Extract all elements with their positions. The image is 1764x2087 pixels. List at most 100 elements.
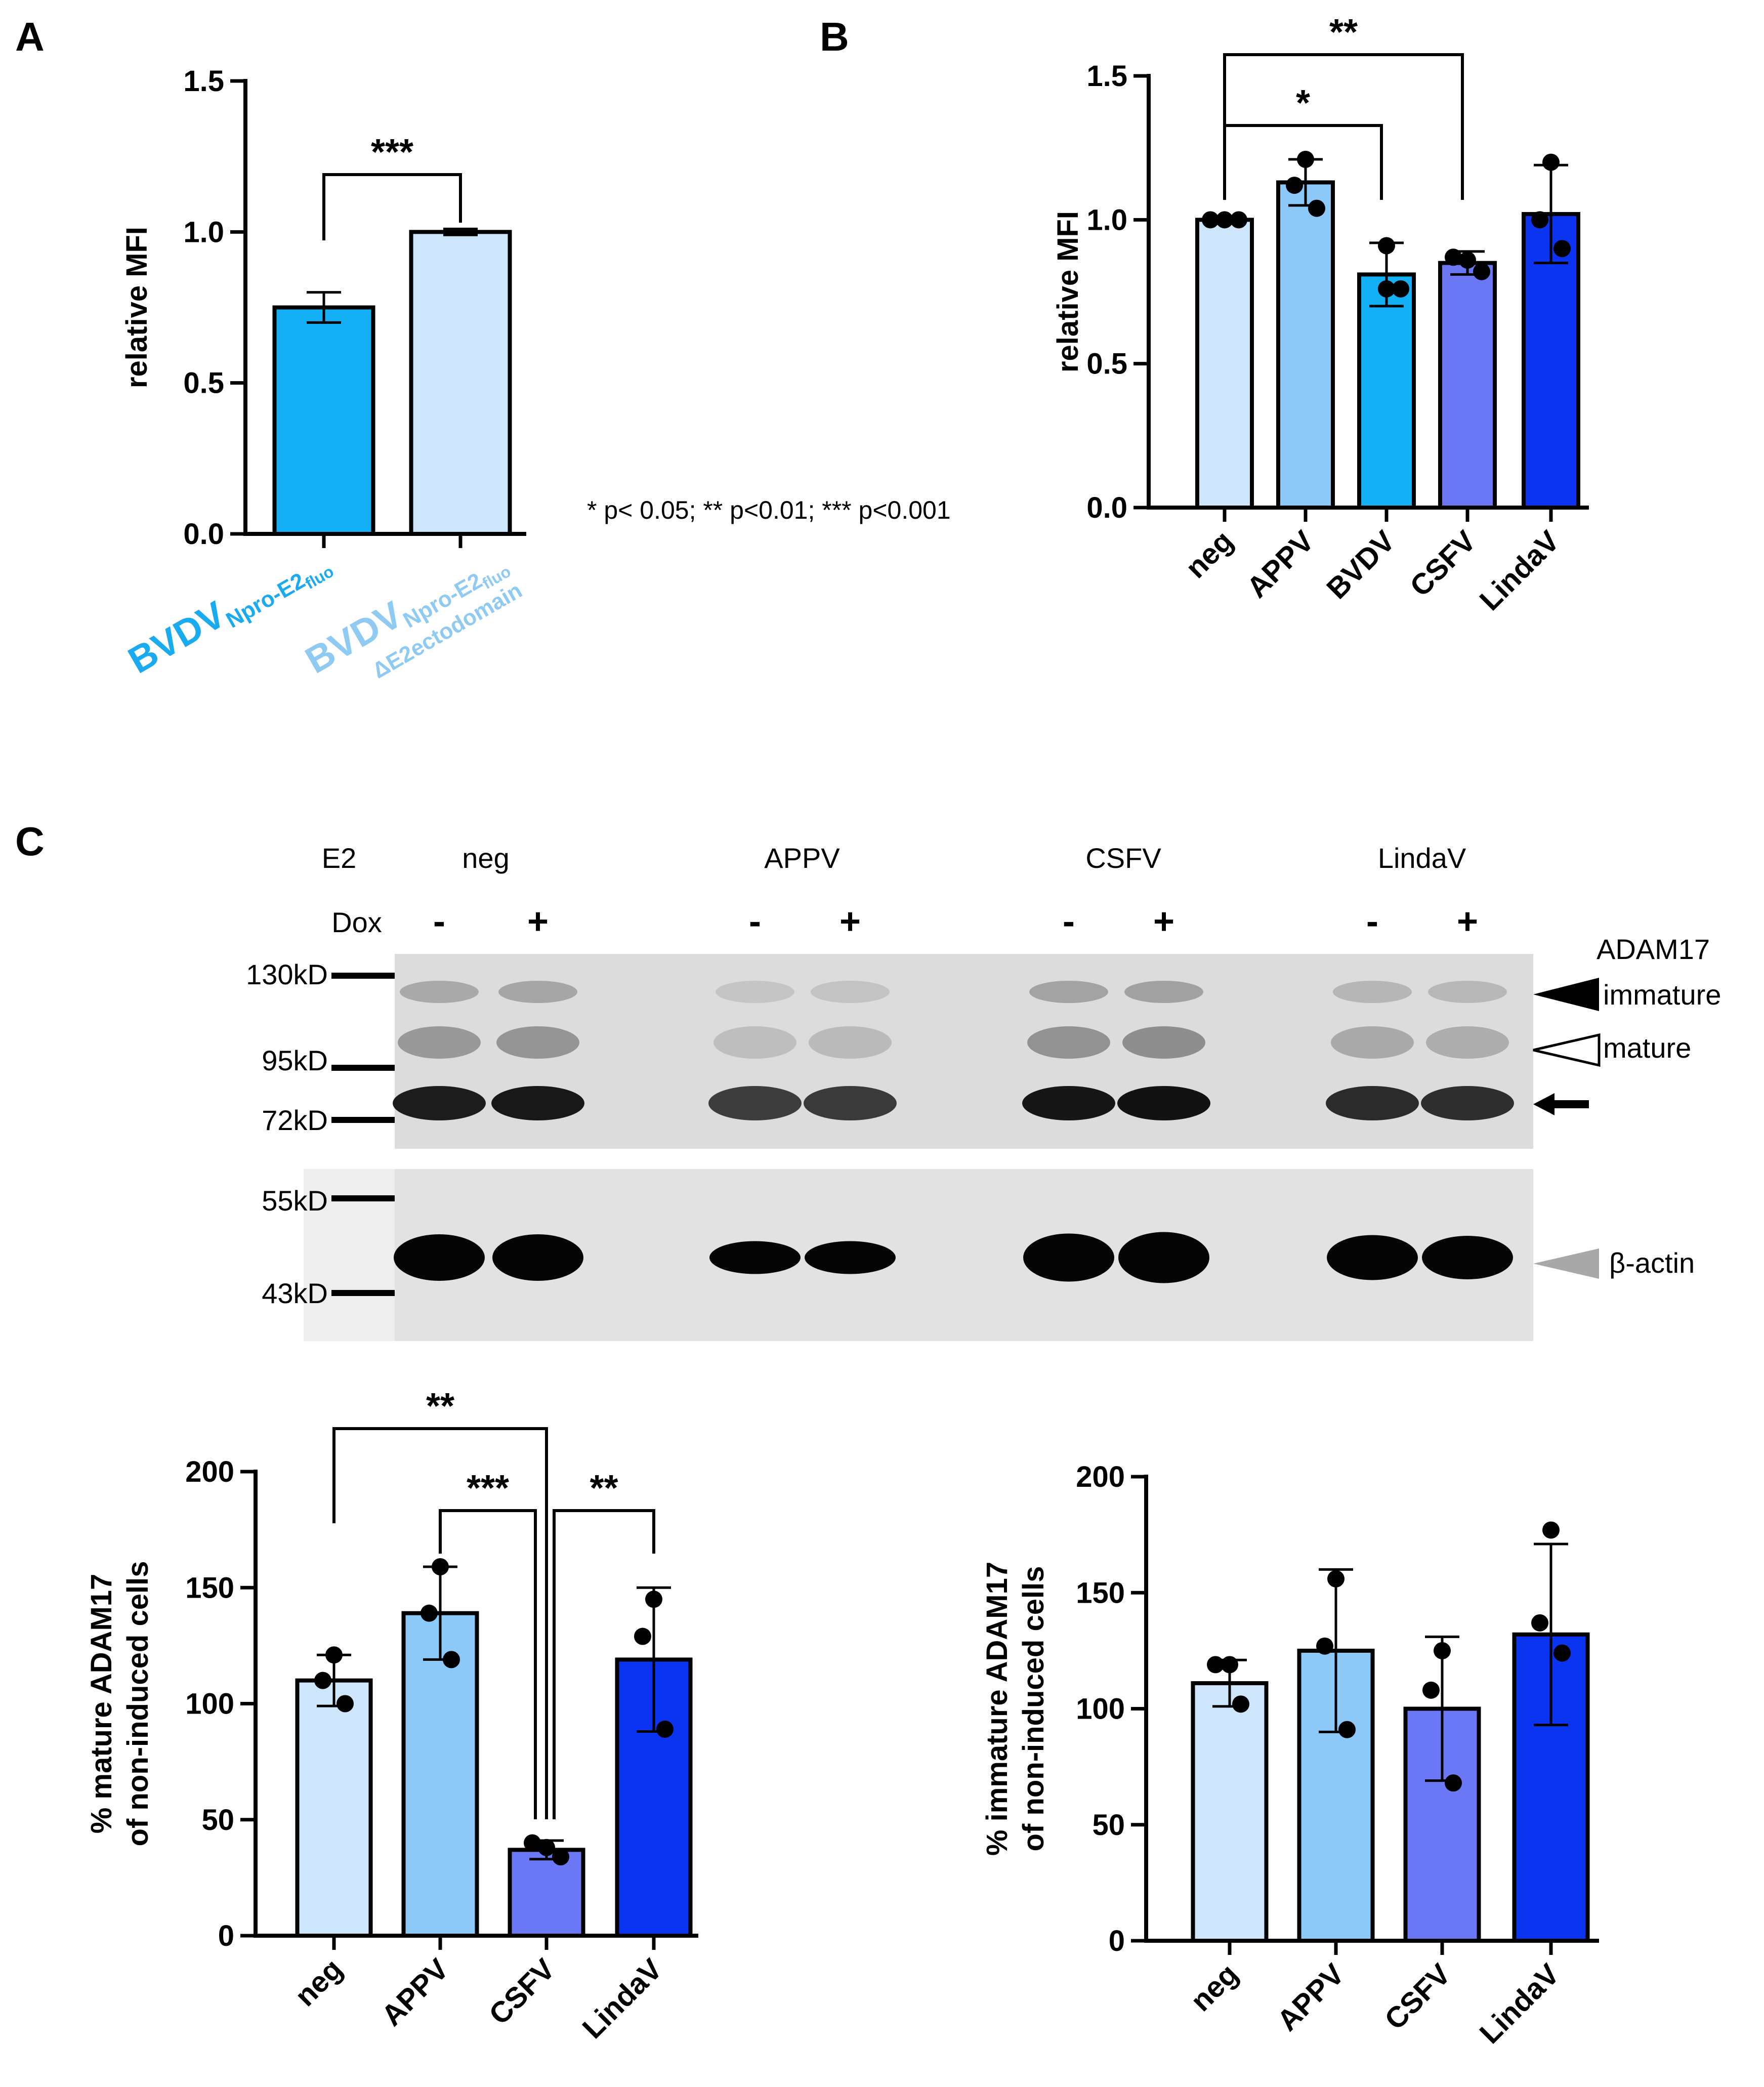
blot-group-csfv: CSFV	[1085, 842, 1161, 874]
data-point	[656, 1720, 674, 1738]
data-point	[1230, 211, 1247, 229]
bar	[1195, 218, 1254, 510]
data-point	[1553, 240, 1571, 258]
dox-minus-1: -	[433, 901, 445, 942]
band-immature	[498, 981, 577, 1003]
y-axis-label: of non-induced cells	[121, 1561, 154, 1847]
dox-plus-1: +	[527, 901, 549, 942]
band-72kd	[1326, 1086, 1419, 1120]
data-point	[1338, 1721, 1356, 1738]
marker-55: 55kD	[262, 1185, 328, 1217]
significance-bracket	[439, 1509, 537, 1819]
data-point	[1434, 1642, 1451, 1659]
x-tick-label-group: neg	[1184, 1957, 1244, 2018]
data-point	[443, 1651, 460, 1668]
dox-plus-3: +	[1153, 901, 1174, 942]
band-mature	[713, 1026, 796, 1059]
data-point	[1216, 211, 1233, 229]
immature-arrowhead	[1533, 978, 1599, 1011]
x-tick-label-group: APPV	[1241, 524, 1321, 604]
band-actin	[1327, 1235, 1418, 1280]
band-actin	[805, 1241, 896, 1274]
y-tick-label: 100	[185, 1688, 234, 1721]
a-cat1-sub: Npro-E2	[222, 568, 310, 633]
band-immature	[1124, 981, 1203, 1003]
x-tick-label-group: BVDV	[1320, 524, 1401, 605]
data-point	[1445, 1774, 1462, 1792]
adam17-label: ADAM17	[1597, 933, 1710, 965]
bar	[1276, 180, 1335, 510]
mature-arrowhead	[1533, 1033, 1601, 1067]
blot-e2-label: E2	[322, 842, 357, 874]
panel-label-b: B	[820, 14, 849, 59]
y-tick-label: 50	[1092, 1809, 1125, 1842]
data-point	[1327, 1570, 1345, 1588]
panel-a-chart: 0.0 0.5 1.0 1.5 relative MFI ***	[120, 65, 526, 551]
y-tick-label: 1.0	[1086, 203, 1127, 236]
band-actin	[1023, 1233, 1114, 1282]
data-point	[1202, 211, 1219, 229]
marker-95: 95kD	[262, 1045, 328, 1076]
data-point	[1232, 1695, 1249, 1713]
significance-bracket	[553, 1509, 655, 1819]
dox-minus-4: -	[1366, 901, 1378, 942]
data-point	[1378, 237, 1395, 255]
x-tick-label: LindaV	[576, 1952, 669, 2045]
y-tick-label: 0.0	[183, 518, 224, 551]
data-point	[1221, 1656, 1238, 1674]
band-immature	[1428, 981, 1507, 1003]
band-72kd	[804, 1086, 897, 1120]
x-tick-label-group: LindaV	[576, 1952, 669, 2045]
band-72kd	[1421, 1086, 1514, 1120]
western-blot: E2 Dox neg APPV CSFV LindaV - + - + - + …	[246, 842, 1721, 1341]
y-axis-label: of non-induced cells	[1017, 1566, 1050, 1852]
x-tick-label: LindaV	[1474, 524, 1566, 617]
band-mature	[1122, 1026, 1205, 1059]
band-immature	[1333, 981, 1412, 1003]
data-point	[524, 1834, 541, 1852]
x-tick-label-group: neg	[1179, 524, 1239, 585]
data-point	[645, 1591, 662, 1608]
data-point	[1542, 153, 1560, 171]
panel-a-category-labels: BVDVNpro-E2fluo BVDVNpro-E2fluo ΔE2ectod…	[121, 562, 526, 684]
size-markers: 130kD 95kD 72kD 55kD 43kD	[246, 958, 395, 1309]
dox-plus-2: +	[839, 901, 861, 942]
bar	[401, 1611, 479, 1938]
data-point	[538, 1839, 555, 1856]
y-axis-label: relative MFI	[120, 227, 153, 388]
y-axis-label: % mature ADAM17	[85, 1574, 118, 1834]
actin-label: β-actin	[1609, 1247, 1695, 1279]
significance-note: * p< 0.05; ** p<0.01; *** p<0.001	[587, 496, 951, 524]
panel-c-mature-chart: 0 50 100 150 200 % mature ADAM17 of non-induce…	[85, 1386, 698, 2045]
x-tick-label-group: neg	[288, 1952, 349, 2013]
band-actin	[1422, 1236, 1513, 1279]
band-actin	[394, 1234, 485, 1281]
y-axis-label-group: relative MFI	[1052, 211, 1084, 372]
x-tick-label: APPV	[1241, 524, 1321, 604]
band-mature	[496, 1026, 579, 1059]
x-tick-label: neg	[1179, 524, 1239, 585]
data-point	[314, 1672, 331, 1689]
band-actin	[1118, 1232, 1209, 1283]
y-tick-label: 0.5	[183, 367, 224, 400]
dox-minus-3: -	[1063, 901, 1075, 942]
band-mature	[1331, 1026, 1414, 1059]
band-immature	[400, 981, 479, 1003]
x-tick-label-group: CSFV	[1404, 524, 1483, 603]
x-tick-label: neg	[288, 1952, 349, 2013]
significance-label: *	[1296, 83, 1310, 123]
data-point	[337, 1695, 354, 1713]
bar	[1357, 272, 1416, 510]
data-point	[1459, 251, 1476, 269]
x-tick-label: CSFV	[1404, 524, 1483, 603]
band-72kd	[708, 1086, 802, 1120]
data-point	[552, 1848, 569, 1866]
significance-label: ***	[467, 1468, 509, 1509]
band-mature	[398, 1026, 481, 1059]
significance-label: **	[426, 1386, 454, 1427]
x-tick-label: BVDV	[1320, 524, 1401, 605]
immature-label: immature	[1603, 979, 1721, 1011]
data-point	[634, 1627, 651, 1645]
blot-group-appv: APPV	[764, 842, 840, 874]
blot-group-lindav: LindaV	[1378, 842, 1466, 874]
